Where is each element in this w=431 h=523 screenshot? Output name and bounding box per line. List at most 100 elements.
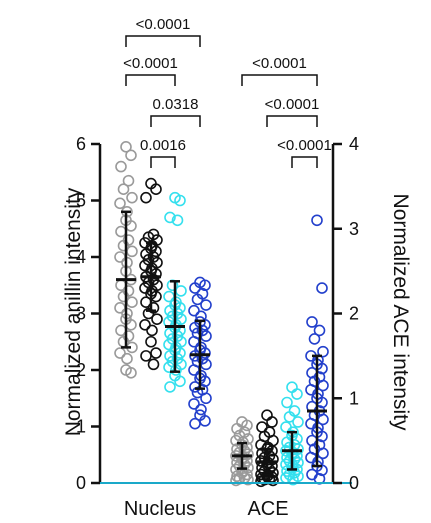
data-point: [114, 197, 126, 210]
significance-bracket: [266, 115, 318, 127]
data-point: [313, 324, 326, 337]
data-point: [126, 191, 138, 204]
data-point: [174, 194, 186, 207]
data-point: [281, 396, 293, 409]
right-axis-ticks: 0 1 2 3 4: [333, 134, 359, 493]
data-point: [115, 160, 127, 173]
data-point: [139, 318, 151, 331]
data-point: [120, 141, 132, 153]
left-tick-label: 0: [76, 473, 86, 493]
p-value-label: <0.0001: [123, 55, 178, 72]
data-point: [117, 183, 130, 195]
data-point: [171, 214, 184, 227]
data-point: [200, 392, 212, 405]
data-point: [121, 352, 133, 365]
significance-bracket: [150, 115, 201, 127]
data-point: [146, 324, 158, 337]
left-tick-label: 1: [76, 417, 86, 437]
data-point: [125, 367, 137, 379]
left-tick-label: 5: [76, 191, 86, 211]
data-point: [286, 381, 298, 394]
left-tick-label: 2: [76, 360, 86, 380]
data-point: [126, 296, 138, 309]
significance-bracket: [150, 156, 176, 168]
data-point: [230, 474, 242, 487]
data-point: [255, 475, 267, 488]
p-value-label: <0.0001: [136, 16, 191, 33]
data-point: [191, 293, 204, 306]
left-axis-ticks: 0 1 2 3 4 5 6: [76, 134, 100, 493]
data-point: [317, 345, 329, 358]
data-point: [142, 307, 155, 320]
data-point: [291, 388, 303, 400]
left-tick-label: 6: [76, 134, 86, 154]
data-point: [306, 316, 318, 328]
category-labels: Nucleus ACE: [124, 498, 289, 520]
significance-brackets: <0.0001 <0.0001 0.0318 0.0016 <0.0001 <0.0001…: [123, 16, 332, 168]
data-point: [311, 214, 323, 227]
p-value-label: 0.0016: [140, 137, 186, 154]
data-point: [114, 347, 126, 359]
data-point: [125, 149, 137, 162]
significance-bracket: [125, 74, 176, 86]
data-point: [122, 174, 135, 187]
data-point: [164, 211, 176, 224]
data-point: [288, 467, 301, 479]
data-point: [188, 398, 200, 410]
data-point: [117, 239, 130, 252]
right-tick-label: 0: [349, 473, 359, 493]
data-point: [150, 183, 162, 195]
data-point: [151, 313, 163, 325]
data-point: [140, 350, 152, 362]
data-point: [261, 409, 273, 422]
data-point: [126, 245, 138, 258]
category-label: Nucleus: [124, 498, 196, 520]
data-point: [200, 299, 212, 311]
data-point: [174, 375, 186, 388]
data-point: [175, 285, 187, 297]
data-point: [308, 333, 321, 345]
category-label: ACE: [247, 498, 288, 520]
data-point: [189, 282, 201, 294]
left-axis-title: Normalized anillin intensity: [62, 187, 85, 436]
significance-bracket: [241, 74, 318, 86]
p-value-label: <0.0001: [252, 55, 307, 72]
data-point: [195, 403, 207, 416]
data-point: [287, 473, 299, 486]
left-tick-label: 4: [76, 247, 86, 267]
right-tick-label: 1: [349, 388, 359, 408]
data-point: [115, 225, 127, 238]
data-point: [266, 416, 278, 428]
data-point: [316, 282, 328, 294]
right-tick-label: 3: [349, 219, 359, 239]
data-point: [189, 417, 201, 430]
data-points: [114, 141, 329, 488]
right-axis-title: Normalized ACE intensity: [389, 194, 412, 431]
data-point: [231, 470, 243, 483]
data-point: [150, 347, 162, 359]
right-tick-label: 4: [349, 134, 359, 154]
data-point: [242, 473, 254, 486]
p-value-label: <0.0001: [277, 137, 332, 154]
data-point: [306, 468, 318, 481]
data-point: [292, 416, 304, 428]
data-point: [164, 381, 176, 393]
significance-bracket: [125, 35, 201, 47]
p-value-label: <0.0001: [265, 96, 320, 113]
mean-sd-bars: [116, 210, 327, 476]
data-point: [140, 191, 152, 204]
data-point: [114, 302, 126, 314]
data-point: [188, 304, 200, 317]
p-value-label: 0.0318: [153, 96, 199, 113]
left-tick-label: 3: [76, 304, 86, 324]
data-point: [145, 335, 157, 348]
data-point: [241, 419, 253, 432]
data-point: [283, 411, 296, 423]
data-point: [114, 251, 126, 263]
significance-bracket: [291, 156, 318, 168]
data-point: [147, 358, 160, 371]
data-point: [267, 474, 279, 487]
right-tick-label: 2: [349, 304, 359, 324]
data-point: [117, 290, 130, 303]
